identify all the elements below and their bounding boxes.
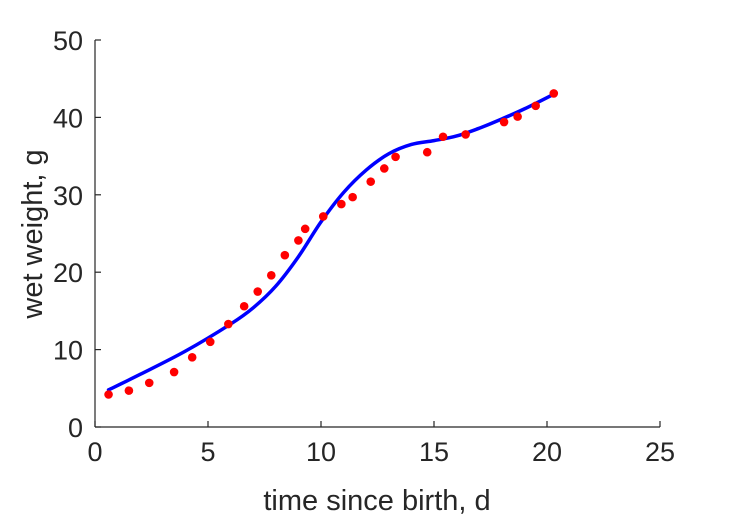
data-point [337, 199, 346, 209]
data-point [348, 192, 357, 202]
data-point [253, 287, 263, 296]
data-point [224, 319, 233, 329]
data-point [513, 112, 522, 121]
y-tick-label: 0 [68, 413, 83, 443]
data-point [124, 386, 134, 395]
data-point [531, 101, 540, 111]
x-tick-label: 15 [419, 437, 449, 467]
data-point [461, 130, 470, 139]
x-tick-label: 20 [532, 437, 562, 467]
data-point [205, 337, 215, 347]
x-tick-label: 0 [87, 437, 102, 467]
data-point [187, 353, 197, 362]
model-curve-line [106, 92, 556, 392]
data-point [549, 89, 559, 98]
data-point [169, 367, 179, 377]
y-tick-label: 30 [53, 181, 83, 211]
data-point [294, 236, 303, 245]
x-tick-label: 5 [200, 437, 215, 467]
x-axis-label: time since birth, d [263, 485, 490, 517]
data-point [499, 117, 509, 127]
data-point [391, 152, 400, 162]
data-point [239, 301, 249, 311]
data-point [438, 132, 448, 142]
x-tick-label: 25 [645, 437, 675, 467]
axes [94, 40, 660, 428]
y-ticks: 0 10 20 30 40 50 [53, 26, 101, 443]
data-point [366, 177, 376, 186]
data-point [422, 147, 432, 157]
data-point [104, 390, 113, 399]
y-tick-label: 20 [53, 258, 83, 288]
x-tick-label: 10 [306, 437, 336, 467]
data-point [379, 164, 389, 173]
data-points [104, 89, 559, 399]
y-axis-label: wet weight, g [17, 149, 49, 319]
data-point [144, 378, 154, 388]
x-ticks: 0 5 10 15 20 25 [87, 421, 675, 467]
data-point [318, 212, 328, 221]
y-tick-label: 50 [53, 26, 83, 56]
y-tick-label: 10 [53, 336, 83, 366]
data-point [300, 224, 310, 234]
model-curve [106, 92, 556, 392]
data-point [280, 250, 290, 260]
y-tick-label: 40 [53, 103, 83, 133]
data-point [266, 270, 276, 280]
